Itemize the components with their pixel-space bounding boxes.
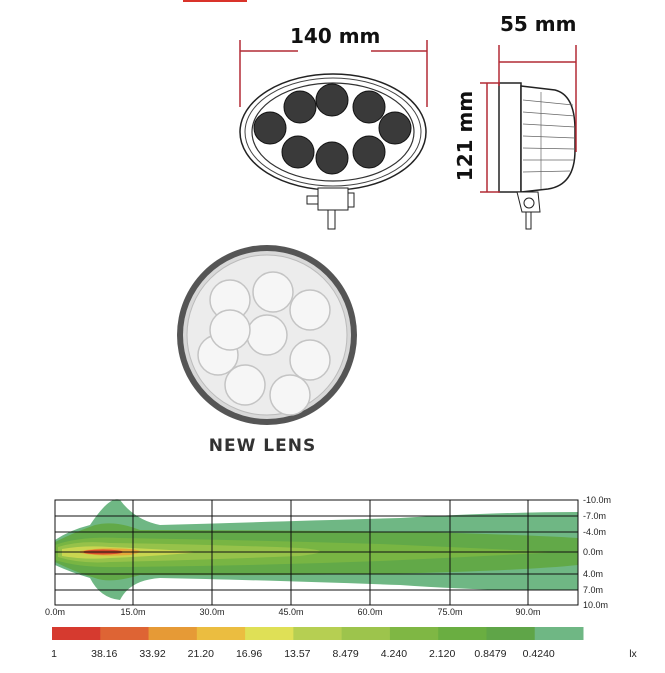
depth-label: 55 mm xyxy=(500,12,577,36)
lens-led-icon xyxy=(289,339,331,381)
legend-label: 13.57 xyxy=(284,648,311,660)
legend-unit: lx xyxy=(629,648,637,660)
height-dimension-line xyxy=(480,82,500,193)
legend-label: 4.240 xyxy=(380,648,408,660)
lens-led-icon xyxy=(269,374,311,416)
led-icon xyxy=(253,111,287,145)
legend-swatch xyxy=(245,627,294,640)
lens-led-icon xyxy=(246,314,288,356)
led-icon xyxy=(281,135,315,169)
y-tick-label: -4.0m xyxy=(583,527,607,537)
width-dimension-line xyxy=(239,40,428,107)
legend-label: 21.20 xyxy=(187,648,214,660)
lens-led-icon xyxy=(224,364,266,406)
x-tick-label: 30.0m xyxy=(199,607,225,617)
beam-pattern-plot xyxy=(54,499,579,606)
depth-dimension-line xyxy=(498,45,577,152)
front-view-lamp xyxy=(239,73,427,230)
y-tick-label: 4.0m xyxy=(583,569,604,579)
legend-swatch xyxy=(293,627,343,640)
x-tick-label: 90.0m xyxy=(515,607,541,617)
legend-label: 1 xyxy=(51,648,57,660)
x-tick-label: 45.0m xyxy=(278,607,304,617)
led-icon xyxy=(315,83,349,117)
legend-label: 16.96 xyxy=(235,648,263,660)
y-tick-label: 0.0m xyxy=(583,547,604,557)
y-tick-label: -10.0m xyxy=(583,495,612,505)
legend-swatch xyxy=(341,627,391,640)
lens-led-icon xyxy=(252,271,294,313)
legend-label: 0.4240 xyxy=(522,648,555,660)
x-tick-label: 15.0m xyxy=(120,607,146,617)
new-lens-image xyxy=(177,245,357,425)
illuminance-legend-bar xyxy=(52,627,584,640)
legend-label: 8.479 xyxy=(332,648,359,660)
lens-led-icon xyxy=(209,309,251,351)
legend-swatch xyxy=(148,627,198,640)
lens-led-icon xyxy=(289,289,331,331)
legend-swatch xyxy=(196,627,246,640)
y-tick-label: -7.0m xyxy=(583,511,607,521)
legend-label: 38.16 xyxy=(91,648,118,660)
led-icon xyxy=(378,111,412,145)
accent-bar xyxy=(183,0,247,2)
x-tick-label: 0.0m xyxy=(44,607,66,617)
legend-swatch xyxy=(389,627,439,640)
legend-label: 2.120 xyxy=(429,648,456,660)
height-label: 121 mm xyxy=(453,90,477,182)
legend-label: 0.8479 xyxy=(474,648,507,660)
led-icon xyxy=(315,141,349,175)
y-tick-label: 10.0m xyxy=(583,600,609,610)
legend-swatch xyxy=(486,627,536,640)
legend-swatch xyxy=(100,627,150,640)
lens-caption: NEW LENS xyxy=(208,436,317,456)
led-icon xyxy=(352,135,386,169)
led-icon xyxy=(352,90,386,124)
x-tick-label: 60.0m xyxy=(357,607,383,617)
legend-swatch xyxy=(534,627,584,640)
x-tick-label: 75.0m xyxy=(437,607,463,617)
y-tick-label: 7.0m xyxy=(583,585,604,595)
legend-label: 33.92 xyxy=(139,648,166,660)
led-icon xyxy=(283,90,317,124)
legend-swatch xyxy=(438,627,487,640)
side-view-lamp xyxy=(498,82,576,230)
width-label: 140 mm xyxy=(290,24,381,48)
legend-swatch xyxy=(52,627,101,640)
